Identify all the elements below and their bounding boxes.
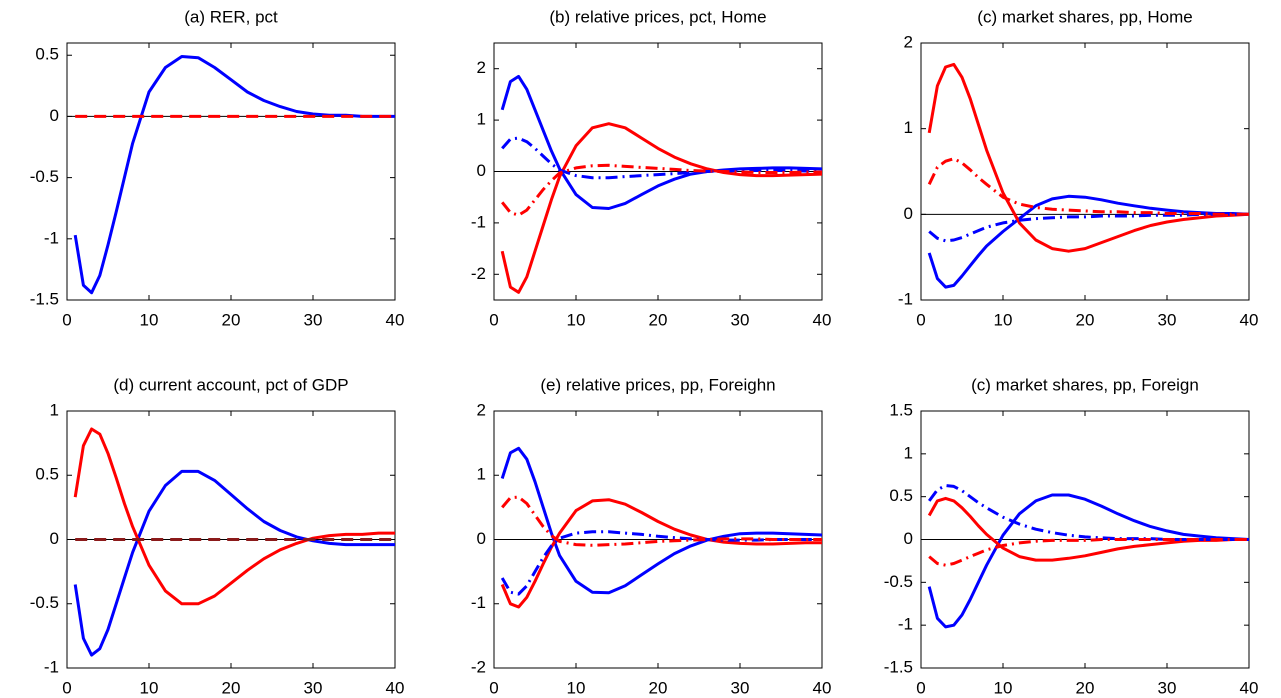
y-tick-label: -1 [471, 593, 486, 612]
y-tick-label: 0 [477, 529, 486, 548]
y-tick-label: 0 [50, 106, 59, 125]
x-tick-label: 10 [140, 310, 159, 329]
x-tick-label: 20 [649, 310, 668, 329]
y-tick-label: -1 [898, 615, 913, 634]
x-tick-label: 10 [567, 310, 586, 329]
y-tick-label: -1 [44, 657, 59, 676]
panel-title: (b) relative prices, pct, Home [549, 7, 766, 26]
x-tick-label: 40 [1240, 310, 1259, 329]
x-tick-label: 20 [1076, 310, 1095, 329]
y-tick-label: 0.5 [889, 486, 913, 505]
x-tick-label: 0 [489, 678, 498, 697]
y-tick-label: 1 [477, 465, 486, 484]
series-line [500, 498, 822, 609]
series-line [501, 495, 822, 547]
series-line [927, 62, 1250, 253]
x-tick-label: 40 [813, 310, 832, 329]
series-line [927, 484, 1249, 541]
y-tick-label: 2 [477, 58, 486, 77]
series-line [500, 74, 823, 210]
y-tick-label: -1.5 [30, 289, 59, 308]
y-tick-label: -2 [471, 264, 486, 283]
y-tick-label: 0 [904, 204, 913, 223]
x-tick-label: 40 [1240, 678, 1259, 697]
series-line [501, 163, 822, 217]
y-tick-label: 0.5 [35, 465, 59, 484]
series-line [73, 469, 395, 657]
y-tick-label: 2 [904, 32, 913, 51]
y-tick-label: 0.5 [35, 45, 59, 64]
y-tick-label: 1 [477, 110, 486, 129]
y-tick-label: -1 [898, 289, 913, 308]
y-tick-label: -1 [471, 212, 486, 231]
y-tick-label: -1 [44, 228, 59, 247]
y-tick-label: -0.5 [30, 593, 59, 612]
x-tick-label: 20 [1076, 678, 1095, 697]
panel-title: (c) market shares, pp, Foreign [971, 375, 1199, 394]
series-line [500, 446, 823, 595]
x-tick-label: 30 [731, 678, 750, 697]
x-tick-label: 30 [304, 678, 323, 697]
x-tick-label: 10 [994, 678, 1013, 697]
y-tick-label: -1.5 [884, 657, 913, 676]
y-tick-label: -0.5 [30, 167, 59, 186]
series-line [927, 194, 1250, 289]
x-tick-label: 20 [222, 310, 241, 329]
panel-title: (e) relative prices, pp, Foreighn [540, 375, 775, 394]
x-tick-label: 30 [304, 310, 323, 329]
x-tick-label: 10 [994, 310, 1013, 329]
x-tick-label: 40 [813, 678, 832, 697]
x-tick-label: 20 [222, 678, 241, 697]
y-tick-label: -0.5 [884, 572, 913, 591]
series-line [928, 538, 1249, 567]
panel-title: (c) market shares, pp, Home [977, 7, 1192, 26]
y-tick-label: 2 [477, 400, 486, 419]
y-tick-label: 0 [904, 529, 913, 548]
series-line [500, 122, 823, 294]
x-tick-label: 0 [916, 678, 925, 697]
x-tick-label: 40 [386, 678, 405, 697]
series-line [927, 157, 1249, 216]
x-tick-label: 0 [62, 678, 71, 697]
series-line [927, 493, 1250, 629]
x-tick-label: 0 [916, 310, 925, 329]
y-tick-label: -2 [471, 657, 486, 676]
y-tick-label: 1 [904, 443, 913, 462]
y-tick-label: 0 [50, 529, 59, 548]
x-tick-label: 10 [140, 678, 159, 697]
series-line [73, 55, 395, 295]
series-line [927, 496, 1249, 562]
x-tick-label: 0 [489, 310, 498, 329]
series-line [501, 136, 822, 180]
panel-title: (d) current account, pct of GDP [113, 375, 348, 394]
x-tick-label: 20 [649, 678, 668, 697]
x-tick-label: 30 [1158, 310, 1177, 329]
x-tick-label: 30 [1158, 678, 1177, 697]
y-tick-label: 0 [477, 161, 486, 180]
panel-title: (a) RER, pct [184, 7, 278, 26]
x-tick-label: 0 [62, 310, 71, 329]
x-tick-label: 40 [386, 310, 405, 329]
series-line [928, 212, 1249, 243]
series-line [73, 427, 395, 606]
x-tick-label: 30 [731, 310, 750, 329]
y-tick-label: 1 [904, 118, 913, 137]
x-tick-label: 10 [567, 678, 586, 697]
y-tick-label: 1 [50, 400, 59, 419]
y-tick-label: 1.5 [889, 400, 913, 419]
